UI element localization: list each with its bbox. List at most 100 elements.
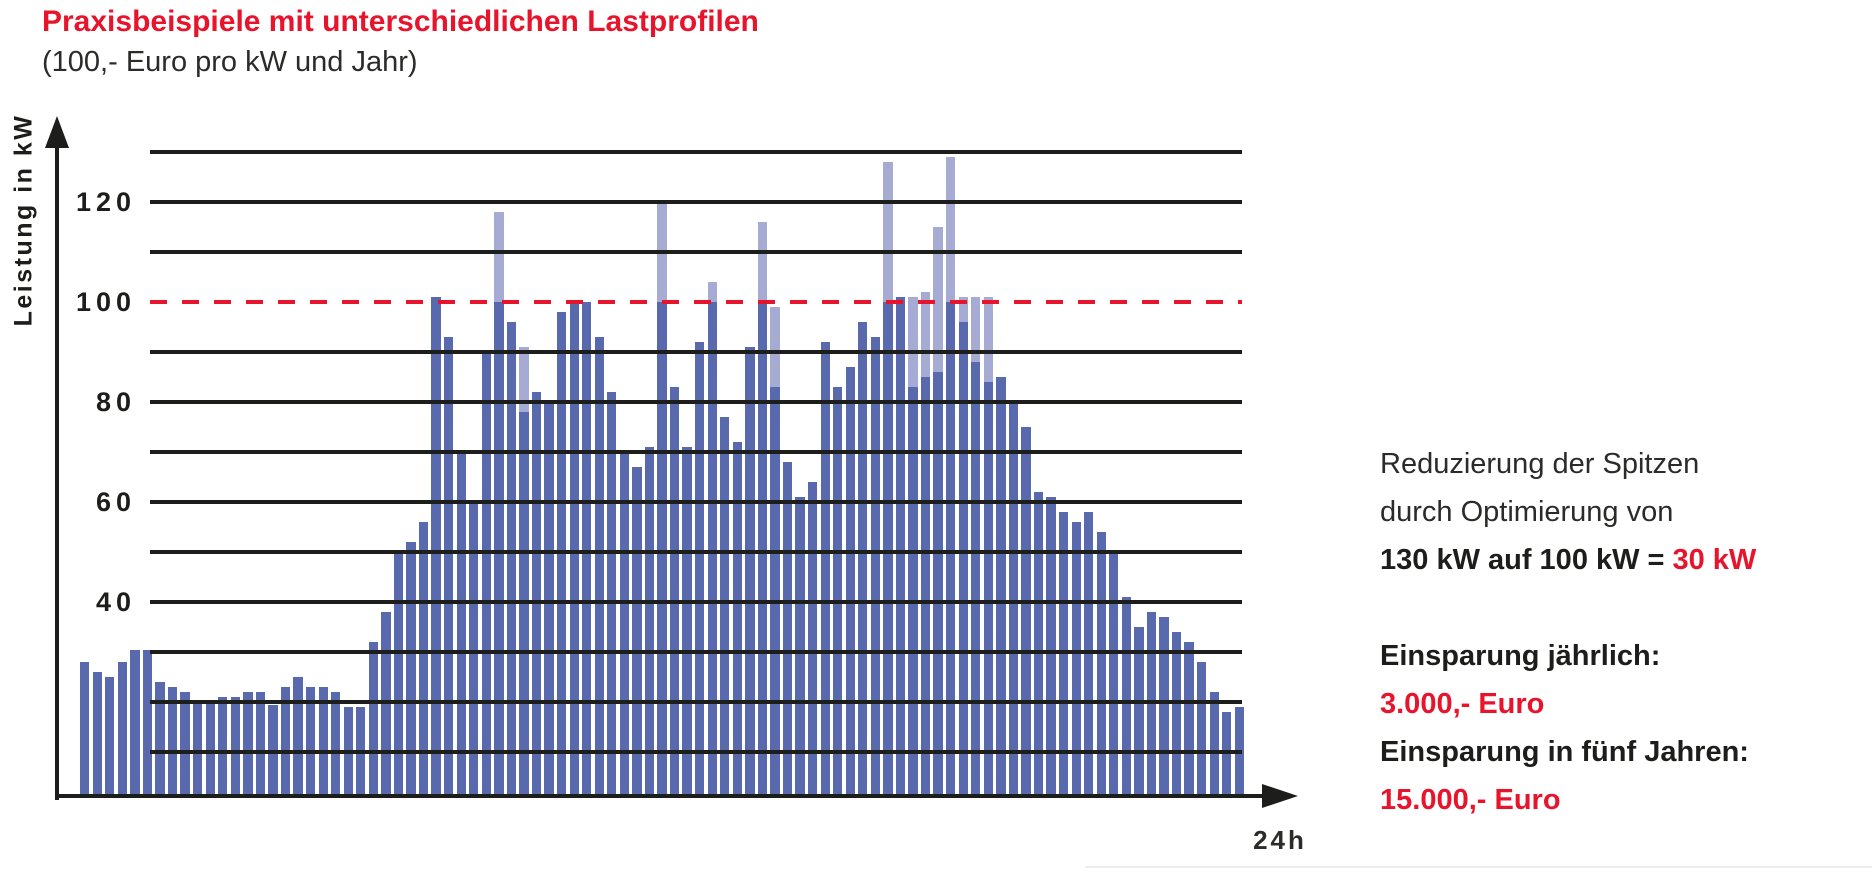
bar xyxy=(481,352,491,798)
bar xyxy=(556,312,567,798)
reduction-value-text: 30 kW xyxy=(1672,544,1757,576)
bar xyxy=(506,322,517,798)
gridline-20kw xyxy=(150,700,1242,704)
savings-annotation: Reduzierung der Spitzen durch Optimierun… xyxy=(1380,440,1850,824)
threshold-line-100kw xyxy=(150,300,1242,304)
bar xyxy=(833,387,843,798)
bar xyxy=(720,417,730,798)
annotation-spacer xyxy=(1380,584,1850,632)
bar xyxy=(845,367,855,798)
bar xyxy=(1071,522,1081,798)
bar xyxy=(418,522,429,798)
bar xyxy=(1046,497,1056,798)
bar xyxy=(895,297,906,798)
bar xyxy=(406,542,416,798)
bar xyxy=(807,482,818,798)
bar xyxy=(519,412,529,798)
load-profile-chart: Leistung in kW 24h 120 100 80 60 40 xyxy=(9,113,1307,855)
bar xyxy=(1109,552,1119,798)
bar xyxy=(870,337,881,798)
y-tick-label-60: 60 xyxy=(95,487,136,517)
bar xyxy=(305,687,316,798)
bar xyxy=(456,452,466,798)
savings-yearly-label: Einsparung jährlich: xyxy=(1380,640,1661,672)
bar xyxy=(218,697,228,798)
bar xyxy=(243,692,253,798)
bar xyxy=(996,377,1006,798)
x-axis-arrowhead-icon xyxy=(1262,784,1298,808)
gridline-70kw xyxy=(150,450,1242,454)
y-tick-label-100: 100 xyxy=(75,287,136,317)
bar xyxy=(80,662,90,798)
bar xyxy=(983,382,993,798)
annotation-line-2: durch Optimierung von xyxy=(1380,496,1674,528)
gridline-60kw xyxy=(150,500,1242,504)
bar xyxy=(155,682,165,798)
gridline-110kw xyxy=(150,250,1242,254)
bar xyxy=(1084,512,1094,798)
bar xyxy=(142,649,153,798)
page-divider-line xyxy=(1085,866,1872,868)
bar xyxy=(920,377,931,798)
bar xyxy=(531,392,542,798)
bar xyxy=(1209,692,1219,798)
savings-yearly-value: 3.000,- Euro xyxy=(1380,688,1545,720)
bar xyxy=(230,697,240,798)
bar xyxy=(1197,662,1207,798)
bar xyxy=(732,442,742,798)
bar xyxy=(444,337,454,798)
y-tick-label-80: 80 xyxy=(95,387,136,417)
bar xyxy=(130,649,140,798)
bar xyxy=(1021,427,1031,798)
bar xyxy=(1058,512,1069,798)
bar xyxy=(958,322,968,798)
savings-5y-label: Einsparung in fünf Jahren: xyxy=(1380,736,1749,768)
bar xyxy=(745,347,755,798)
gridline-50kw xyxy=(150,550,1242,554)
gridline-40kw xyxy=(150,600,1242,604)
bar xyxy=(820,342,830,798)
bar xyxy=(1096,532,1106,798)
page-subtitle: (100,- Euro pro kW und Jahr) xyxy=(42,46,418,78)
reduction-range-text: 130 kW auf 100 kW xyxy=(1380,544,1640,576)
page-title: Praxisbeispiele mit unterschiedlichen La… xyxy=(42,5,759,38)
y-axis-line xyxy=(55,145,59,800)
bar xyxy=(795,497,805,798)
y-tick-label-120: 120 xyxy=(75,187,136,217)
bar xyxy=(318,687,328,798)
bar xyxy=(669,387,680,798)
y-axis-title: Leistung in kW xyxy=(9,113,38,327)
bar xyxy=(632,467,642,798)
bar xyxy=(117,662,128,798)
bar xyxy=(381,612,391,798)
y-axis-arrowhead-icon xyxy=(45,116,69,148)
bar xyxy=(1159,617,1169,798)
bar xyxy=(1121,597,1132,798)
gridline-80kw xyxy=(150,400,1242,404)
gridline-10kw xyxy=(150,750,1242,754)
bar xyxy=(393,552,404,798)
equals-sign: = xyxy=(1647,544,1665,576)
bar xyxy=(770,387,780,798)
annotation-line-1: Reduzierung der Spitzen xyxy=(1380,448,1700,480)
bar xyxy=(1033,492,1044,798)
bar xyxy=(331,692,341,798)
bar xyxy=(933,372,943,798)
bar xyxy=(971,362,981,798)
annotation-line-3: 130 kW auf 100 kW = 30 kW xyxy=(1380,536,1850,584)
bar xyxy=(858,322,868,798)
bar xyxy=(1184,642,1194,798)
gridline-120kw xyxy=(150,200,1242,204)
bar xyxy=(1222,712,1232,798)
bar xyxy=(368,642,379,798)
gridline-30kw xyxy=(150,650,1242,654)
bar xyxy=(180,692,190,798)
bar xyxy=(695,342,705,798)
bar xyxy=(167,687,178,798)
savings-5y-value: 15.000,- Euro xyxy=(1380,784,1561,816)
x-axis-label: 24h xyxy=(1253,825,1307,855)
y-tick-label-40: 40 xyxy=(95,587,136,617)
bar xyxy=(594,337,604,798)
bar xyxy=(92,672,102,798)
